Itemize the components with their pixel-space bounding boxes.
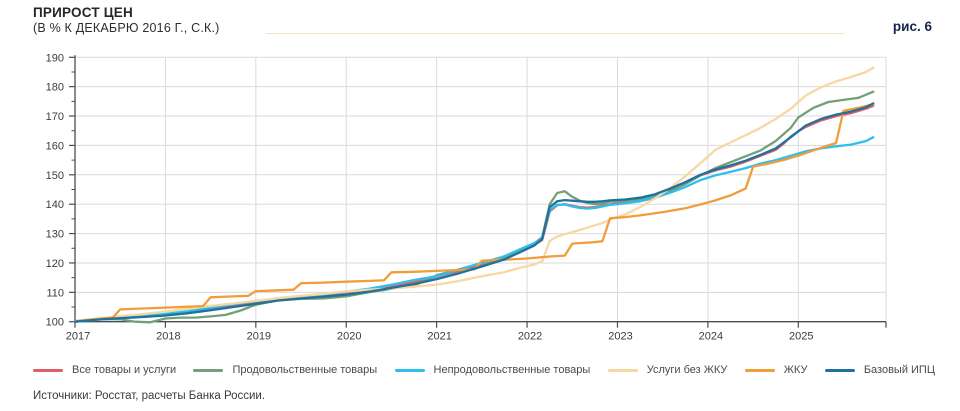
- x-axis-tick-label: 2019: [247, 331, 271, 343]
- x-axis-tick-label: 2022: [518, 331, 542, 343]
- page-title: ПРИРОСТ ЦЕН: [33, 5, 133, 20]
- series-line-все-товары-и-услуги: [73, 104, 875, 323]
- x-axis-tick-label: 2025: [789, 331, 813, 343]
- y-axis-tick-label: 140: [46, 199, 64, 211]
- y-axis-tick-label: 100: [46, 317, 64, 329]
- y-axis-tick-label: 110: [46, 287, 64, 299]
- legend-item-food: Продовольственные товары: [193, 364, 377, 376]
- legend-label: Услуги без ЖКУ: [646, 364, 728, 376]
- page-subtitle: (В % К ДЕКАБРЮ 2016 Г., С.К.): [33, 21, 220, 35]
- chart-legend: Все товары и услуги Продовольственные то…: [33, 361, 935, 379]
- legend-item-core-cpi: Базовый ИПЦ: [824, 364, 935, 376]
- source-note: Источники: Росстат, расчеты Банка России…: [33, 390, 266, 402]
- legend-label: Базовый ИПЦ: [863, 364, 935, 376]
- x-axis-tick-label: 2020: [337, 331, 361, 343]
- y-axis-tick-label: 190: [46, 52, 64, 64]
- legend-swatch: [394, 368, 425, 372]
- figure-number-label: рис. 6: [892, 19, 932, 34]
- series-line-услуги-без-жку: [73, 66, 875, 323]
- legend-swatch: [607, 368, 638, 372]
- y-axis-tick-label: 180: [46, 82, 64, 94]
- header-rule: [266, 33, 844, 34]
- series-line-непродовольственные-товары: [73, 136, 875, 323]
- legend-label: ЖКУ: [783, 364, 808, 376]
- legend-item-services-ex-utilities: Услуги без ЖКУ: [607, 364, 728, 376]
- y-axis-tick-label: 170: [46, 111, 64, 123]
- x-axis-tick-label: 2017: [66, 331, 90, 343]
- legend-item-utilities: ЖКУ: [744, 364, 808, 376]
- y-axis-tick-label: 120: [46, 258, 64, 270]
- legend-swatch: [193, 368, 224, 372]
- legend-swatch: [33, 368, 63, 372]
- y-axis-tick-label: 150: [46, 170, 64, 182]
- legend-item-all-goods-services: Все товары и услуги: [33, 364, 176, 376]
- x-axis-tick-label: 2021: [427, 331, 451, 343]
- legend-swatch: [824, 368, 855, 372]
- legend-swatch: [744, 368, 775, 372]
- series-line-продовольственные-товары: [73, 90, 875, 324]
- legend-label: Все товары и услуги: [72, 364, 177, 376]
- legend-label: Непродовольственные товары: [433, 364, 591, 376]
- legend-item-nonfood: Непродовольственные товары: [394, 364, 591, 376]
- x-axis-tick-label: 2018: [156, 331, 180, 343]
- series-line-базовый-ипц: [73, 102, 875, 323]
- x-axis-tick-label: 2023: [608, 331, 632, 343]
- series-line-жку: [73, 103, 875, 323]
- y-axis-tick-label: 130: [46, 229, 64, 241]
- legend-label: Продовольственные товары: [232, 364, 378, 376]
- y-axis-tick-label: 160: [46, 140, 64, 152]
- x-axis-tick-label: 2024: [699, 331, 723, 343]
